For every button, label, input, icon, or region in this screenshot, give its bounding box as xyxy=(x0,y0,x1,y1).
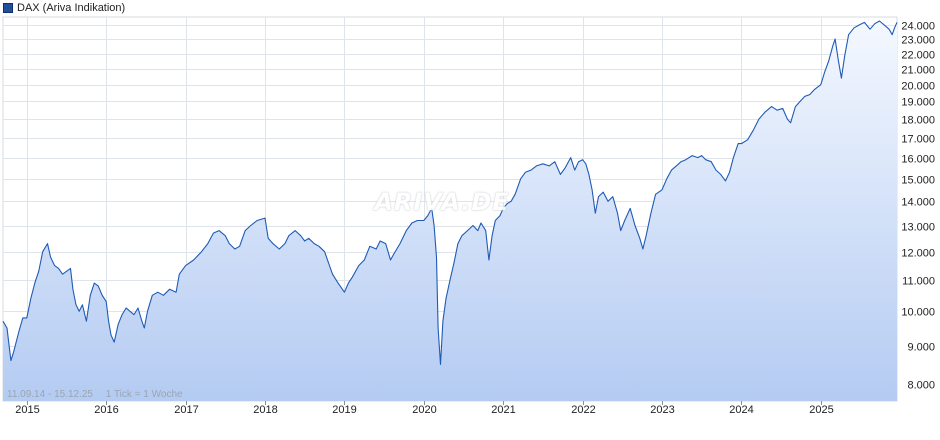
y-tick-label: 23.000 xyxy=(901,35,935,47)
ariva-watermark-logo: ARIVA.DE xyxy=(374,188,510,216)
y-tick-label: 14.000 xyxy=(901,197,935,209)
x-tick-label: 2015 xyxy=(15,404,39,416)
y-tick-label: 13.000 xyxy=(901,222,935,234)
y-tick-label: 16.000 xyxy=(901,154,935,166)
y-tick-label: 9.000 xyxy=(907,342,935,354)
tick-interval-label: 1 Tick = 1 Woche xyxy=(105,389,183,400)
legend-label: DAX (Ariva Indikation) xyxy=(17,2,126,14)
y-tick-label: 18.000 xyxy=(901,115,935,127)
x-tick-label: 2020 xyxy=(412,404,436,416)
x-tick-label: 2017 xyxy=(174,404,198,416)
y-tick-label: 24.000 xyxy=(901,21,935,33)
legend: DAX (Ariva Indikation) xyxy=(3,1,125,15)
chart-info: 11.09.14 - 15.12.25 1 Tick = 1 Woche xyxy=(7,389,193,400)
x-tick-label: 2019 xyxy=(332,404,356,416)
x-tick-label: 2022 xyxy=(571,404,595,416)
y-tick-label: 21.000 xyxy=(901,65,935,77)
x-tick-label: 2023 xyxy=(650,404,674,416)
x-tick-label: 2021 xyxy=(491,404,515,416)
dax-area-fill xyxy=(3,21,897,401)
x-tick-label: 2024 xyxy=(729,404,753,416)
y-tick-label: 15.000 xyxy=(901,175,935,187)
x-tick-label: 2018 xyxy=(253,404,277,416)
y-tick-label: 11.000 xyxy=(902,276,935,288)
x-tick-label: 2016 xyxy=(94,404,118,416)
y-tick-label: 17.000 xyxy=(901,134,935,146)
date-range-label: 11.09.14 - 15.12.25 xyxy=(7,389,93,400)
legend-swatch xyxy=(3,3,13,13)
x-axis-ticks: 2015 2016 2017 2018 2019 2020 2021 2022 2023 2024… xyxy=(15,401,834,416)
y-tick-label: 22.000 xyxy=(901,50,935,62)
y-tick-label: 20.000 xyxy=(901,81,935,93)
y-axis-ticks: 8.000 9.000 10.000 11.000 12.000 13.000 14.000… xyxy=(901,21,935,392)
dax-series-line xyxy=(2,20,898,365)
y-tick-label: 10.000 xyxy=(901,307,935,319)
y-tick-label: 8.000 xyxy=(907,380,935,392)
y-tick-label: 19.000 xyxy=(901,97,935,109)
x-tick-label: 2025 xyxy=(809,404,833,416)
y-tick-label: 12.000 xyxy=(901,248,935,260)
